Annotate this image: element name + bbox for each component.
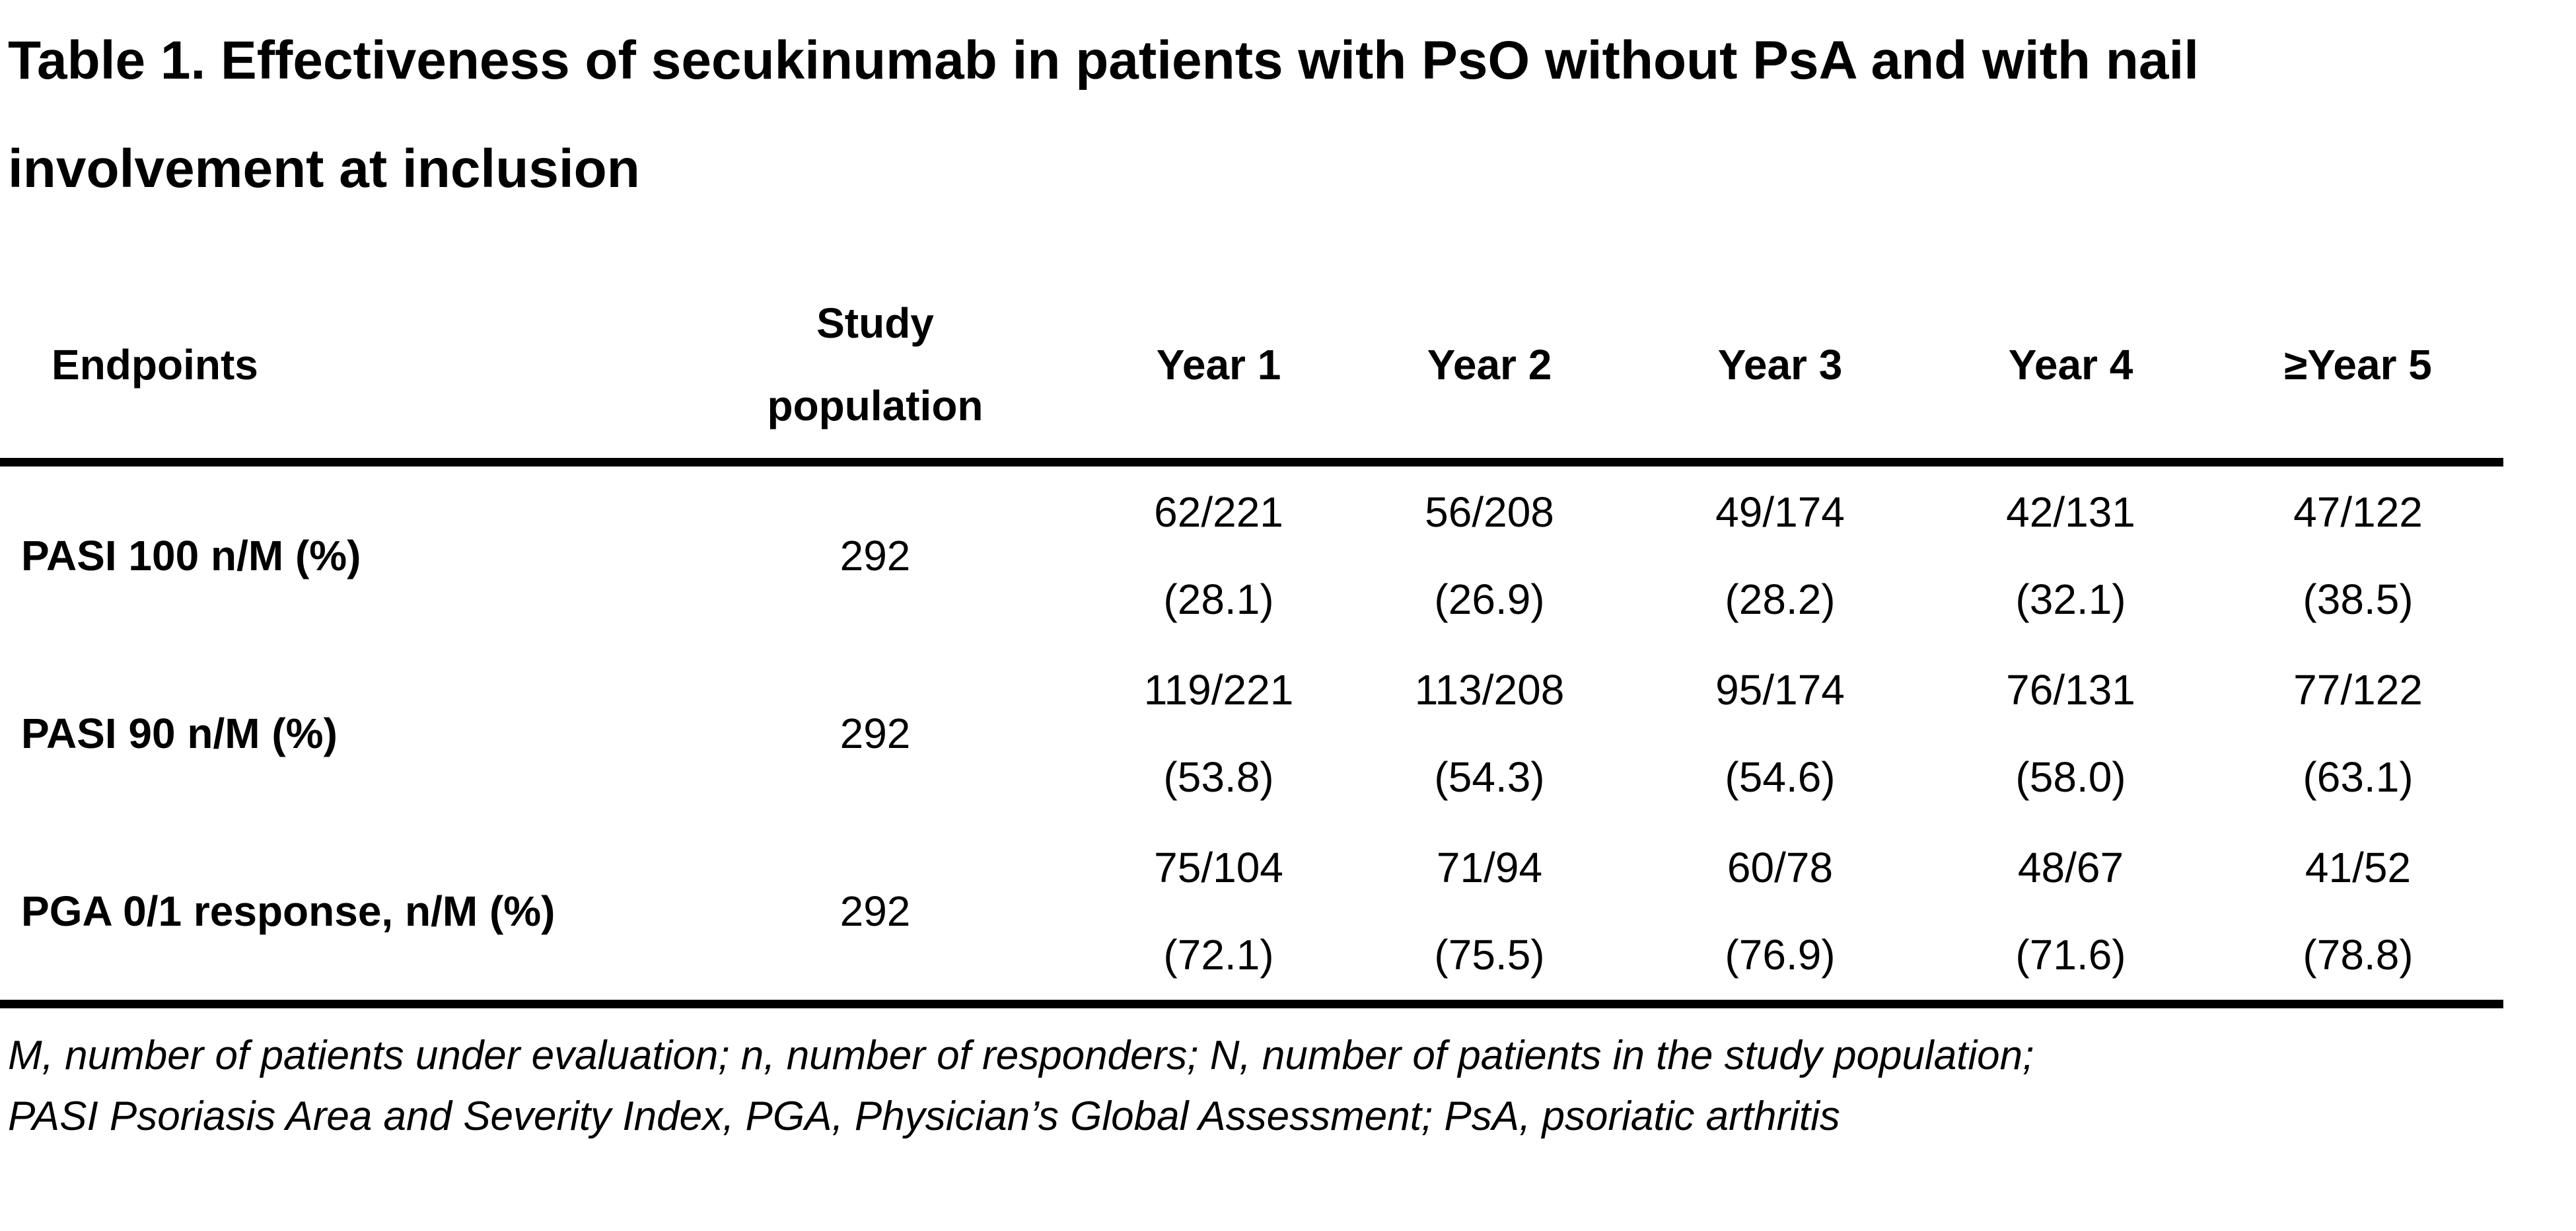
cell-pasi100-year3: 49/174 (28.2) [1631,463,1929,645]
table-title-line2: involvement at inclusion [8,139,640,199]
table-title-line1: Table 1. Effectiveness of secukinumab in… [8,30,2200,91]
cell-pga01-year3: 60/78 (76.9) [1631,822,1929,1008]
column-header-year3: Year 3 [1631,271,1929,466]
value-percent: (38.5) [2303,575,2414,623]
footnote-line2: PASI Psoriasis Area and Severity Index, … [8,1094,1840,1139]
value-stack: 56/208 (26.9) [1347,468,1631,643]
value-stack: 113/208 (54.3) [1347,646,1631,821]
cell-pasi90-year4: 76/131 (58.0) [1929,644,2213,822]
effectiveness-table: Endpoints Study population Year 1 Year 2… [0,271,2503,1008]
study-population-label: Study population [767,299,984,429]
column-header-year4: Year 4 [1929,271,2213,466]
cell-pasi90-year3: 95/174 (54.6) [1631,644,1929,822]
column-header-year5plus: ≥Year 5 [2213,271,2503,466]
value-stack: 77/122 (63.1) [2213,646,2503,821]
value-stack: 60/78 (76.9) [1631,824,1929,998]
cell-pga01-year4: 48/67 (71.6) [1929,822,2213,1008]
value-stack: 42/131 (32.1) [1929,468,2213,643]
value-percent: (71.6) [2015,930,2126,979]
value-fraction: 75/104 [1154,843,1283,891]
cell-pga01-year5plus: 41/52 (78.8) [2213,822,2503,1008]
value-percent: (28.1) [1163,575,1274,623]
cell-pga01-population: 292 [661,822,1090,1008]
value-fraction: 71/94 [1436,843,1543,891]
value-percent: (53.8) [1163,753,1274,801]
value-percent: (63.1) [2303,753,2414,801]
table-title: Table 1. Effectiveness of secukinumab in… [0,0,2576,223]
table-row-pasi90: PASI 90 n/M (%) 292 119/221 (53.8) 113/20… [0,644,2503,822]
value-stack: 95/174 (54.6) [1631,646,1929,821]
value-percent: (54.3) [1434,753,1545,801]
cell-pga01-year1: 75/104 (72.1) [1090,822,1347,1008]
value-stack: 62/221 (28.1) [1090,468,1347,643]
value-fraction: 95/174 [1715,665,1845,714]
value-percent: (54.6) [1725,753,1836,801]
column-header-study-population: Study population [661,271,1090,466]
cell-pasi90-year1: 119/221 (53.8) [1090,644,1347,822]
cell-pasi100-year1: 62/221 (28.1) [1090,463,1347,645]
value-percent: (28.2) [1725,575,1836,623]
cell-pasi90-year2: 113/208 (54.3) [1347,644,1631,822]
value-fraction: 47/122 [2293,488,2423,536]
footnote-line1: M, number of patients under evaluation; … [8,1033,2034,1078]
value-percent: (32.1) [2015,575,2126,623]
value-percent: (58.0) [2015,753,2126,801]
value-fraction: 76/131 [2006,665,2135,714]
endpoint-label-pasi90: PASI 90 n/M (%) [21,709,338,757]
table-body: PASI 100 n/M (%) 292 62/221 (28.1) 56/208… [0,463,2503,1008]
value-fraction: 49/174 [1715,488,1845,536]
value-fraction: 113/208 [1414,665,1565,714]
value-fraction: 56/208 [1425,488,1554,536]
value-fraction: 48/67 [2017,843,2124,891]
cell-pasi90-year5plus: 77/122 (63.1) [2213,644,2503,822]
value-percent: (76.9) [1725,930,1836,979]
value-fraction: 119/221 [1143,665,1294,714]
cell-pasi100-population: 292 [840,531,911,579]
cell-pasi100-year5plus: 47/122 (38.5) [2213,463,2503,645]
table-header: Endpoints Study population Year 1 Year 2… [0,271,2503,466]
value-stack: 41/52 (78.8) [2213,824,2503,998]
table-row-pga01: PGA 0/1 response, n/M (%) 292 75/104 (72.… [0,822,2503,1008]
value-fraction: 42/131 [2006,488,2135,536]
value-stack: 119/221 (53.8) [1090,646,1347,821]
value-stack: 48/67 (71.6) [1929,824,2213,998]
value-fraction: 41/52 [2305,843,2412,891]
cell-pasi100-year4: 42/131 (32.1) [1929,463,2213,645]
cell-pasi100-year2: 56/208 (26.9) [1347,463,1631,645]
endpoint-label-pga01: PGA 0/1 response, n/M (%) [0,822,661,1008]
value-fraction: 77/122 [2293,665,2423,714]
header-row: Endpoints Study population Year 1 Year 2… [0,271,2503,466]
value-percent: (75.5) [1434,930,1545,979]
table-row-pasi100: PASI 100 n/M (%) 292 62/221 (28.1) 56/208… [0,463,2503,645]
value-stack: 75/104 (72.1) [1090,824,1347,998]
column-header-endpoints: Endpoints [0,271,661,466]
column-header-year1: Year 1 [1090,271,1347,466]
value-fraction: 60/78 [1727,843,1834,891]
value-percent: (26.9) [1434,575,1545,623]
value-stack: 71/94 (75.5) [1347,824,1631,998]
cell-pasi90-population: 292 [840,709,911,757]
column-header-year2: Year 2 [1347,271,1631,466]
value-stack: 47/122 (38.5) [2213,468,2503,643]
value-stack: 76/131 (58.0) [1929,646,2213,821]
endpoint-label-pasi100: PASI 100 n/M (%) [21,531,361,579]
value-fraction: 62/221 [1154,488,1283,536]
cell-pga01-year2: 71/94 (75.5) [1347,822,1631,1008]
value-stack: 49/174 (28.2) [1631,468,1929,643]
value-percent: (78.8) [2303,930,2414,979]
table-footnote: M, number of patients under evaluation; … [8,1026,2576,1147]
value-percent: (72.1) [1163,930,1274,979]
